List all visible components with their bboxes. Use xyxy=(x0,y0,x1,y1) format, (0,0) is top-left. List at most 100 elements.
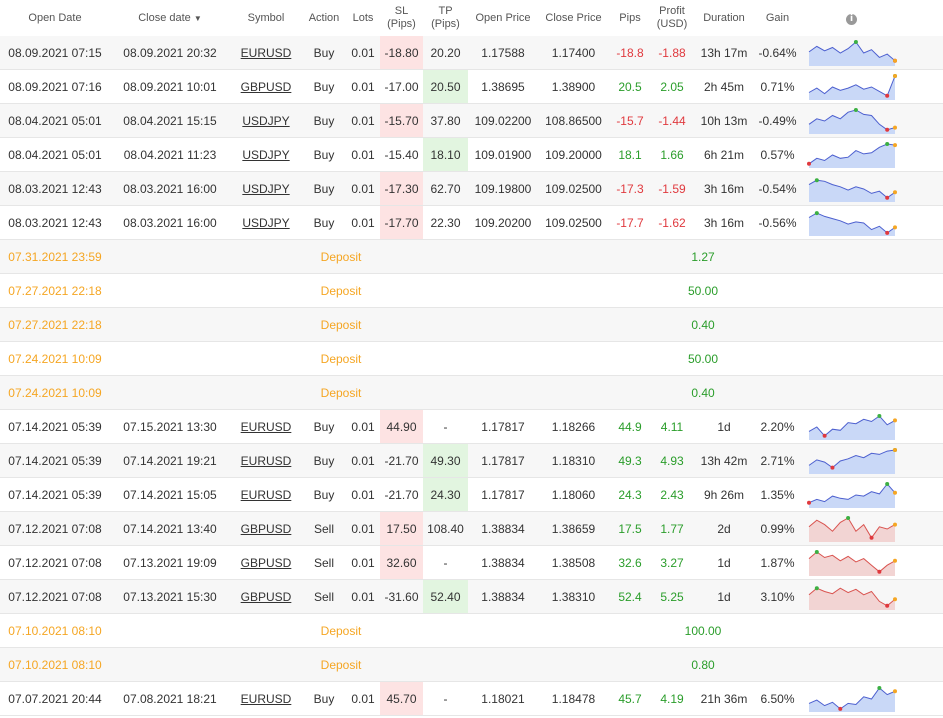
sparkline-end-dot xyxy=(892,224,897,229)
sl-pips: -18.80 xyxy=(380,36,423,70)
symbol-link[interactable]: EURUSD xyxy=(240,487,292,502)
symbol-link[interactable]: USDJPY xyxy=(242,181,290,196)
empty-cell xyxy=(538,341,609,376)
sparkline-min-dot xyxy=(884,127,889,132)
close-price: 108.86500 xyxy=(538,103,609,138)
col-sl[interactable]: SL (Pips) xyxy=(387,5,416,30)
symbol-link[interactable]: USDJPY xyxy=(242,147,290,162)
col-close-price[interactable]: Close Price xyxy=(545,11,602,24)
sparkline-cell xyxy=(903,613,943,648)
tp-pips: 37.80 xyxy=(423,103,468,138)
open-date: 08.03.2021 12:43 xyxy=(0,171,110,206)
empty-cell xyxy=(468,375,538,410)
close-date xyxy=(110,647,230,682)
empty-cell xyxy=(609,307,651,342)
close-price: 1.18060 xyxy=(538,477,609,512)
duration: 1d xyxy=(693,579,755,614)
open-price: 1.38695 xyxy=(468,69,538,104)
sparkline-area xyxy=(808,415,895,440)
deposit-label: Deposit xyxy=(302,307,380,342)
symbol-cell: USDJPY xyxy=(230,137,302,172)
col-gain[interactable]: Gain xyxy=(765,11,790,24)
sparkline-end-dot xyxy=(892,490,897,495)
symbol-link[interactable]: GBPUSD xyxy=(240,521,292,536)
sparkline-max-dot xyxy=(853,39,858,44)
trade-row: 08.04.2021 05:01 08.04.2021 11:23 USDJPY Bu… xyxy=(0,137,943,172)
close-date: 07.08.2021 18:21 xyxy=(110,681,230,716)
gain-sparkline xyxy=(808,39,897,66)
symbol-link[interactable]: USDJPY xyxy=(242,113,290,128)
empty-cell xyxy=(609,239,651,274)
open-date: 08.09.2021 07:15 xyxy=(0,36,110,70)
duration xyxy=(755,375,800,410)
info-icon[interactable]: i xyxy=(846,13,857,25)
sparkline-cell xyxy=(903,647,943,682)
symbol-link[interactable]: EURUSD xyxy=(240,45,292,60)
open-date: 07.12.2021 07:08 xyxy=(0,511,110,546)
gain: 0.57% xyxy=(755,137,800,172)
col-open-date[interactable]: Open Date xyxy=(28,11,82,24)
sparkline-line xyxy=(808,108,895,130)
sparkline-line xyxy=(808,212,895,234)
duration: 3h 16m xyxy=(693,171,755,206)
symbol-link[interactable]: GBPUSD xyxy=(240,79,292,94)
sl-pips: -17.70 xyxy=(380,205,423,240)
col-action[interactable]: Action xyxy=(308,11,340,24)
close-date: 08.04.2021 15:15 xyxy=(110,103,230,138)
sparkline-cell xyxy=(800,103,903,138)
duration xyxy=(755,341,800,376)
deposit-amount: 50.00 xyxy=(651,341,755,376)
sparkline-cell xyxy=(800,171,903,206)
lots: 0.01 xyxy=(346,477,380,512)
lots: 0.01 xyxy=(346,69,380,104)
symbol-link[interactable]: USDJPY xyxy=(242,215,290,230)
sl-pips: -15.70 xyxy=(380,103,423,138)
col-symbol[interactable]: Symbol xyxy=(247,11,285,24)
sparkline-min-dot xyxy=(837,706,842,711)
trade-row: 07.12.2021 07:08 07.14.2021 13:40 GBPUSD Se… xyxy=(0,511,943,546)
close-date xyxy=(110,239,230,274)
pips: 49.3 xyxy=(609,443,651,478)
duration: 6h 21m xyxy=(693,137,755,172)
sparkline-end-dot xyxy=(892,189,897,194)
deposit-amount: 1.27 xyxy=(651,239,755,274)
empty-cell xyxy=(468,341,538,376)
sl-pips: -21.70 xyxy=(380,477,423,512)
trade-row: 08.09.2021 07:15 08.09.2021 20:32 EURUSD Bu… xyxy=(0,36,943,70)
symbol-link[interactable]: GBPUSD xyxy=(240,555,292,570)
close-date: 08.09.2021 20:32 xyxy=(110,36,230,70)
col-duration[interactable]: Duration xyxy=(703,11,745,24)
pips: 45.7 xyxy=(609,681,651,716)
tp-pips: - xyxy=(423,681,468,716)
empty-cell xyxy=(423,307,468,342)
empty-cell xyxy=(380,239,423,274)
col-profit[interactable]: Profit (USD) xyxy=(656,5,688,30)
open-date: 07.07.2021 20:44 xyxy=(0,681,110,716)
sparkline-line xyxy=(808,482,895,503)
profit: 1.77 xyxy=(651,511,693,546)
sparkline-min-dot xyxy=(884,195,889,200)
symbol-link[interactable]: EURUSD xyxy=(240,453,292,468)
symbol-link[interactable]: EURUSD xyxy=(240,419,292,434)
symbol-link[interactable]: EURUSD xyxy=(240,691,292,706)
action: Buy xyxy=(302,681,346,716)
duration: 3h 16m xyxy=(693,205,755,240)
sparkline-area xyxy=(808,483,895,508)
sparkline-area xyxy=(808,517,895,542)
close-date xyxy=(110,307,230,342)
col-lots[interactable]: Lots xyxy=(352,11,374,24)
deposit-amount: 50.00 xyxy=(651,273,755,308)
symbol-cell xyxy=(230,375,302,410)
sparkline-max-dot xyxy=(814,585,819,590)
empty-cell xyxy=(609,341,651,376)
gain: 6.50% xyxy=(755,681,800,716)
col-chart: i xyxy=(800,0,903,36)
col-close-date[interactable]: Close date ▼ xyxy=(138,11,202,24)
empty-cell xyxy=(538,375,609,410)
tp-pips: - xyxy=(423,409,468,444)
col-tp[interactable]: TP (Pips) xyxy=(431,5,460,30)
symbol-link[interactable]: GBPUSD xyxy=(240,589,292,604)
gain xyxy=(800,375,903,410)
col-pips[interactable]: Pips xyxy=(619,11,641,24)
col-open-price[interactable]: Open Price xyxy=(475,11,531,24)
